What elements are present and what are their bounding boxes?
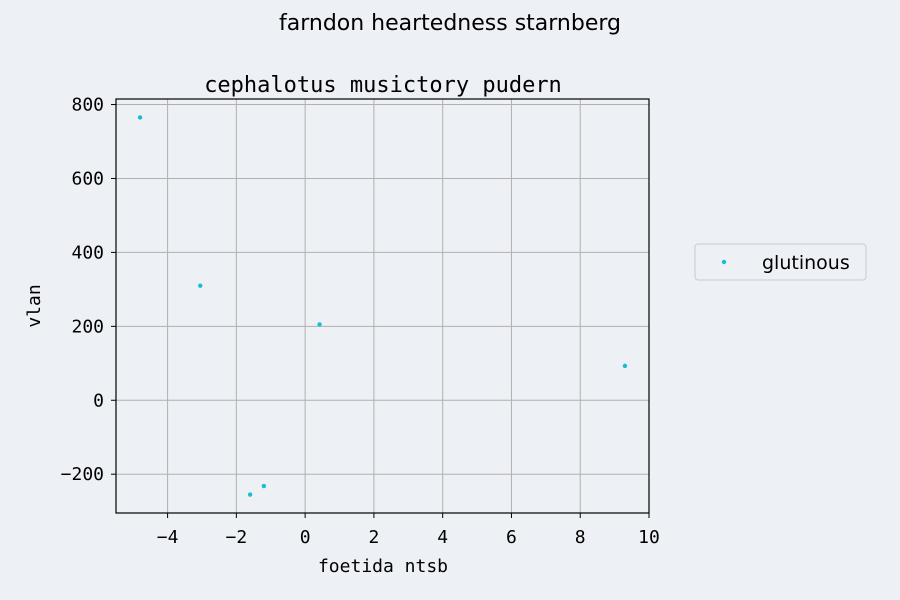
data-point bbox=[198, 283, 203, 288]
grid-lines bbox=[116, 99, 650, 513]
y-tick-label: 600 bbox=[71, 168, 104, 189]
x-tick-label: −4 bbox=[157, 527, 179, 548]
data-point bbox=[622, 363, 628, 369]
data-point bbox=[137, 115, 143, 120]
x-axis-ticks: −4 −2 0 2 4 6 8 10 bbox=[157, 513, 660, 548]
data-point bbox=[261, 483, 267, 489]
x-tick-label: 0 bbox=[300, 527, 311, 548]
y-tick-label: 400 bbox=[71, 242, 104, 263]
y-tick-label: −200 bbox=[61, 464, 104, 485]
x-tick-label: 6 bbox=[506, 527, 517, 548]
y-tick-label: 200 bbox=[71, 316, 104, 337]
x-tick-label: 8 bbox=[575, 527, 586, 548]
legend-marker bbox=[721, 259, 727, 265]
x-tick-label: 10 bbox=[638, 527, 660, 548]
x-tick-label: 2 bbox=[368, 527, 379, 548]
data-point bbox=[317, 322, 322, 327]
x-tick-label: −2 bbox=[226, 527, 248, 548]
y-axis-label: vlan bbox=[24, 284, 45, 327]
chart-title: cephalotus musictory pudern bbox=[204, 73, 562, 98]
x-axis-label: foetida ntsb bbox=[318, 556, 448, 577]
y-tick-label: 0 bbox=[93, 390, 104, 411]
y-axis-ticks: −200 0 200 400 600 800 bbox=[61, 95, 116, 485]
plot-frame bbox=[115, 98, 650, 514]
data-point bbox=[247, 492, 253, 497]
legend: glutinous bbox=[694, 243, 867, 281]
legend-box bbox=[694, 243, 867, 281]
data-points bbox=[137, 115, 628, 497]
legend-label: glutinous bbox=[762, 252, 850, 274]
y-tick-label: 800 bbox=[71, 95, 104, 116]
x-tick-label: 4 bbox=[437, 527, 448, 548]
figure-title: farndon heartedness starnberg bbox=[279, 11, 621, 36]
